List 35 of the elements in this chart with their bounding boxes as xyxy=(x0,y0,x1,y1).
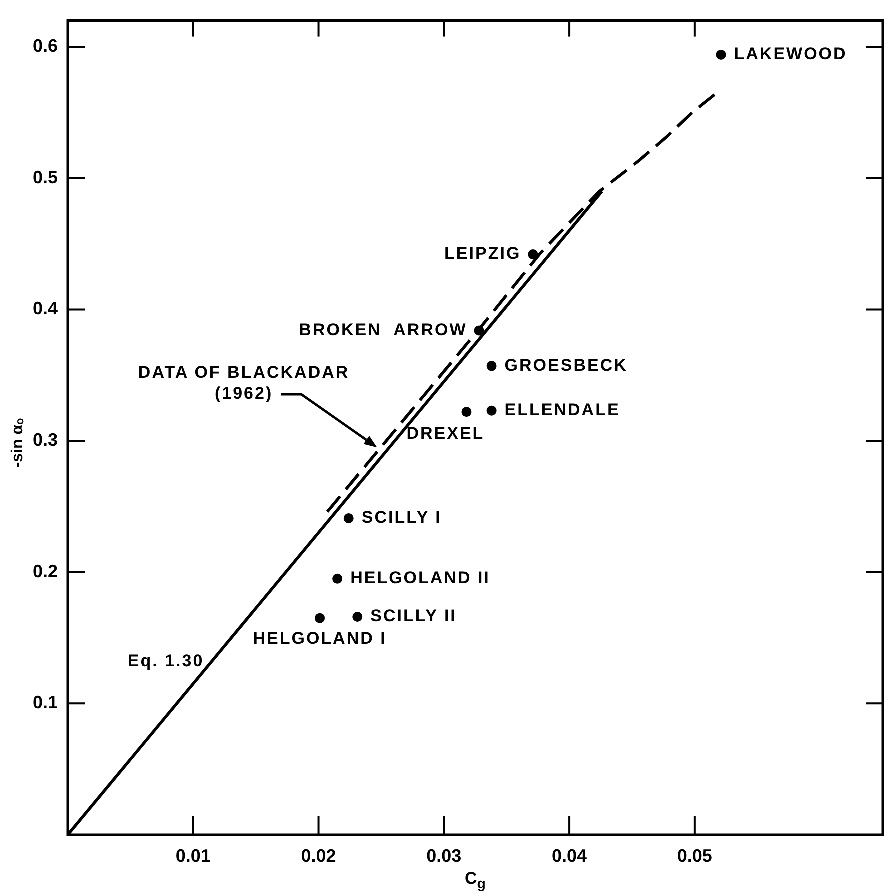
point xyxy=(716,50,726,60)
point xyxy=(332,574,343,584)
annotation: HELGOLAND I xyxy=(253,629,387,648)
annotation: HELGOLAND II xyxy=(350,568,490,588)
annotation: SCILLY I xyxy=(362,508,442,528)
x-tick-label: 0.04 xyxy=(552,846,588,866)
y-axis-title: -sin αₒ xyxy=(9,418,26,468)
annotation: DATA OF BLACKADAR (1962) xyxy=(138,363,350,404)
annotation: LAKEWOOD xyxy=(734,44,848,64)
annotation: DREXEL xyxy=(406,424,485,443)
x-tick-label: 0.03 xyxy=(426,846,462,866)
x-tick-label: 0.05 xyxy=(677,846,712,866)
annotation: SCILLY II xyxy=(370,606,457,626)
x-tick-label: 0.01 xyxy=(176,846,211,866)
point xyxy=(486,361,497,372)
y-tick-label: 0.1 xyxy=(32,692,58,713)
y-tick-label: 0.4 xyxy=(32,298,58,319)
annotation: Eq. 1.30 xyxy=(128,651,204,670)
annotation: BROKEN ARROW xyxy=(299,320,468,340)
x-tick-label: 0.02 xyxy=(301,846,336,866)
y-tick-label: 0.6 xyxy=(32,36,58,56)
y-tick-label: 0.3 xyxy=(32,430,58,450)
x-axis-title: C$_{g}$ xyxy=(465,869,486,892)
point xyxy=(486,406,497,416)
point xyxy=(462,407,472,418)
point xyxy=(528,250,538,260)
annotation: GROESBECK xyxy=(504,356,628,375)
y-tick-label: 0.2 xyxy=(32,561,58,582)
point xyxy=(352,612,363,622)
annotation: LEIPZIG xyxy=(444,244,522,264)
y-tick-label: 0.5 xyxy=(32,167,58,188)
annotation: ELLENDALE xyxy=(504,400,620,420)
point xyxy=(315,613,326,624)
point xyxy=(474,326,484,336)
point xyxy=(344,514,354,524)
